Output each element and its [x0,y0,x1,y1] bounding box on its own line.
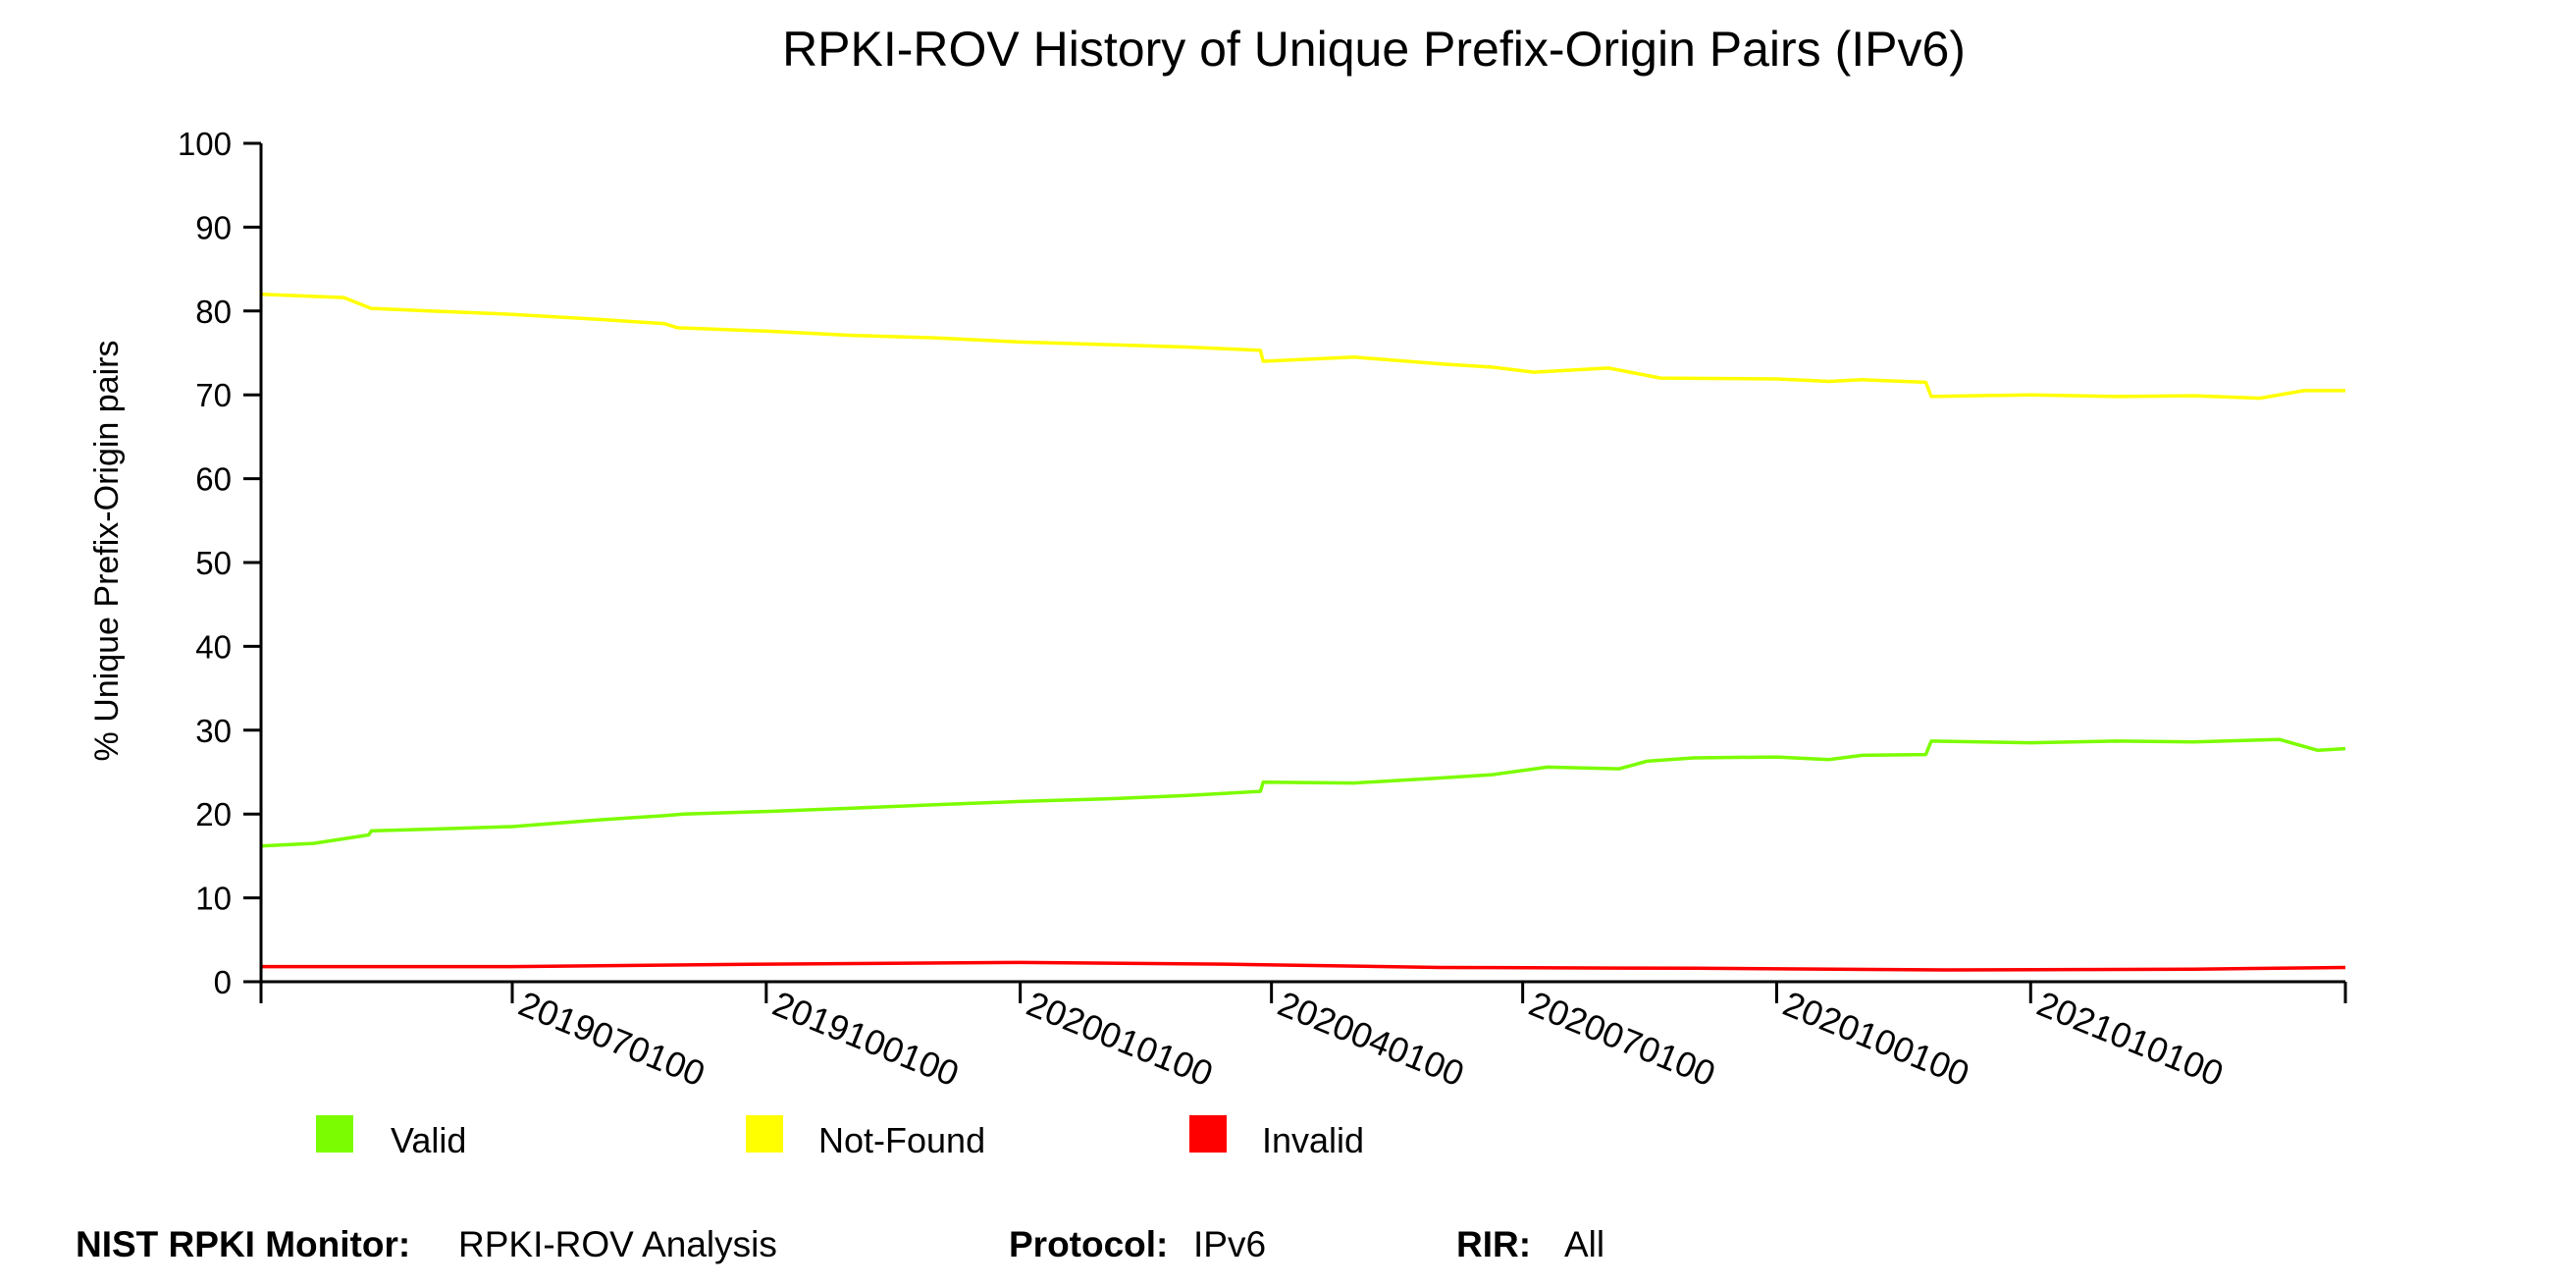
y-tick-label: 0 [214,964,232,1000]
footer-rir: RIR: [1456,1224,1531,1265]
series-line-valid [260,737,2346,848]
y-tick-label: 80 [195,294,232,330]
series-line-invalid [261,960,2346,972]
legend-label-not-found: Not-Found [818,1120,985,1160]
footer-rir-value-wrap: All [1564,1224,1604,1265]
y-tick-label: 10 [195,881,232,917]
x-tick-label: 2020040100 [1273,983,1470,1094]
footer-protocol: Protocol: [1009,1224,1168,1265]
footer-monitor: NIST RPKI Monitor: [76,1224,410,1265]
x-tick-label: 2019100100 [767,983,965,1094]
footer-monitor-value-wrap: RPKI-ROV Analysis [458,1224,777,1265]
y-tick-label: 20 [195,796,232,832]
y-axis-label: % Unique Prefix-Origin pairs [88,341,126,762]
legend-swatch-invalid [1189,1115,1227,1153]
x-tick-label: 2020100100 [1777,983,1974,1094]
x-tick-label: 2020010100 [1022,983,1219,1094]
footer-monitor-label: NIST RPKI Monitor: [76,1224,411,1264]
axes-layer: 0 10 20 30 40 50 60 70 80 90 100 2019070100 20191001… [178,126,2347,1094]
y-tick-label: 30 [195,713,232,749]
series-layer [260,292,2346,972]
y-tick-label: 50 [195,545,232,581]
y-tick-label: 60 [195,461,232,498]
footer-rir-value: All [1564,1224,1605,1264]
chart-title: RPKI-ROV History of Unique Prefix-Origin… [782,22,1966,77]
y-tick-label: 100 [178,126,232,162]
legend-swatch-valid [316,1115,353,1153]
footer-monitor-value: RPKI-ROV Analysis [458,1224,777,1264]
y-tick-label: 40 [195,628,232,665]
legend-swatch-not-found [746,1115,783,1153]
x-tick-label: 2019070100 [513,983,710,1094]
legend: Valid Not-Found Invalid [316,1115,1364,1160]
footer-protocol-label: Protocol: [1009,1224,1169,1264]
series-line-not-found [260,292,2345,401]
y-tick-label: 70 [195,377,232,413]
y-tick-label: 90 [195,209,232,245]
footer-rir-label: RIR: [1456,1224,1532,1264]
x-tick-label: 2021010100 [2031,983,2229,1094]
footer-protocol-value: IPv6 [1193,1224,1267,1264]
x-tick-label: 2020070100 [1524,983,1721,1094]
footer-protocol-value-wrap: IPv6 [1193,1224,1266,1265]
legend-label-valid: Valid [391,1120,466,1160]
legend-label-invalid: Invalid [1262,1120,1364,1160]
